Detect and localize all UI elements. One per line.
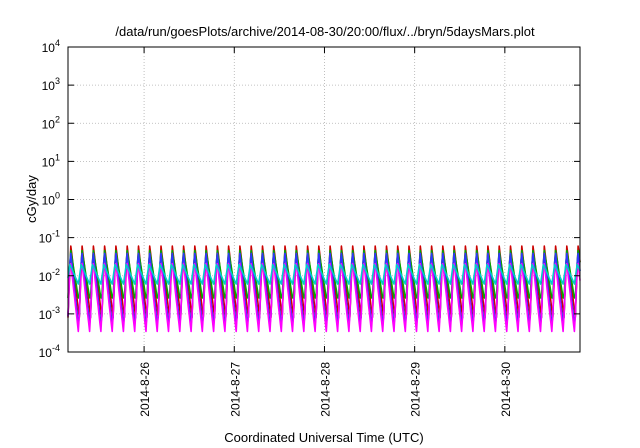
y-tick-label: 101 [42, 152, 60, 169]
y-tick-base: 10 [39, 270, 53, 284]
y-tick-label: 10-1 [39, 229, 60, 246]
x-tick-label: 2014-8-27 [228, 362, 242, 417]
y-tick-label: 102 [42, 114, 60, 131]
y-tick-base: 10 [39, 346, 53, 360]
y-tick-exponent: -4 [52, 343, 60, 353]
y-tick-base: 10 [42, 41, 56, 55]
y-tick-base: 10 [39, 308, 53, 322]
y-tick-base: 10 [39, 232, 53, 246]
y-tick-label: 10-3 [39, 305, 60, 322]
x-axis-label: Coordinated Universal Time (UTC) [224, 430, 423, 445]
y-tick-label: 103 [42, 76, 60, 93]
y-tick-exponent: 2 [55, 114, 60, 124]
series-line [67, 262, 581, 333]
y-tick-exponent: -3 [52, 305, 60, 315]
y-tick-base: 10 [42, 117, 56, 131]
chart-title: /data/run/goesPlots/archive/2014-08-30/2… [115, 24, 535, 39]
y-tick-exponent: -2 [52, 267, 60, 277]
x-tick-label: 2014-8-29 [409, 362, 423, 417]
y-tick-label: 104 [42, 38, 60, 55]
y-tick-exponent: 3 [55, 76, 60, 86]
x-tick-label: 2014-8-26 [138, 362, 152, 417]
y-tick-base: 10 [42, 155, 56, 169]
y-tick-exponent: 1 [55, 152, 60, 162]
axis-ticks: 10-410-310-210-11001011021031042014-8-26… [39, 38, 580, 417]
y-tick-label: 10-2 [39, 267, 60, 284]
x-tick-label: 2014-8-28 [318, 362, 332, 417]
data-series [67, 245, 581, 333]
y-tick-base: 10 [42, 79, 56, 93]
y-tick-exponent: -1 [52, 229, 60, 239]
x-tick-label: 2014-8-30 [499, 362, 513, 417]
y-axis-label: cGy/day [24, 175, 39, 223]
grid-lines [68, 47, 580, 352]
y-tick-exponent: 0 [55, 191, 60, 201]
series-line [67, 263, 581, 285]
y-tick-exponent: 4 [55, 38, 60, 48]
y-tick-label: 10-4 [39, 343, 60, 360]
y-tick-label: 100 [42, 191, 60, 208]
y-tick-base: 10 [42, 194, 56, 208]
